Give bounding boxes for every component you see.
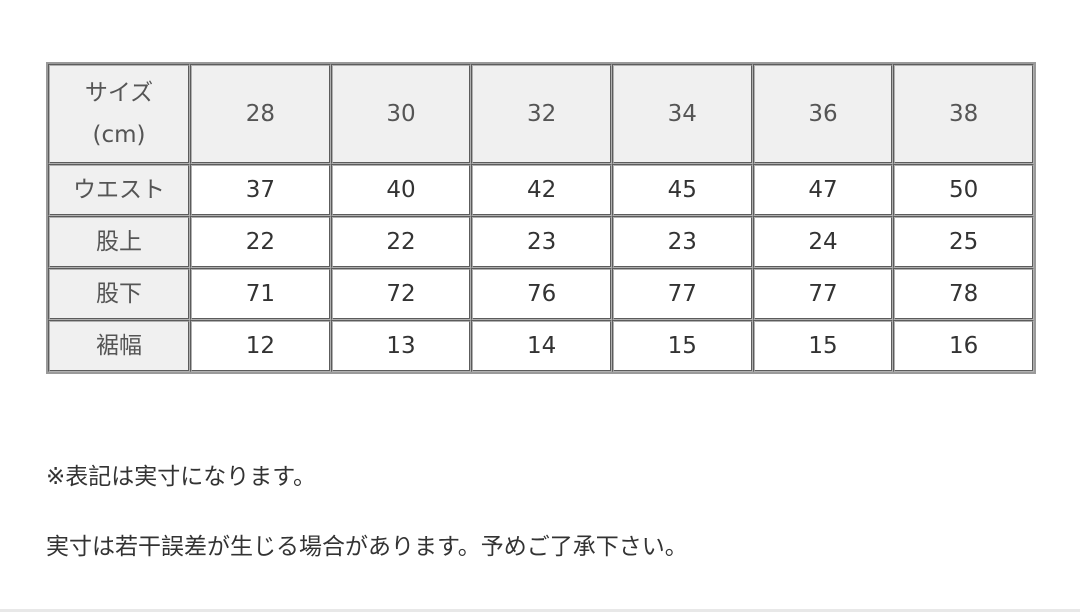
table-cell: 14 [471, 320, 612, 372]
table-cell: 45 [611, 164, 753, 216]
table-cell: 40 [330, 164, 472, 216]
size-table: サイズ (cm) 28 30 32 34 36 38 ウエスト 37 40 42… [46, 62, 1036, 374]
table-cell: 16 [893, 320, 1034, 372]
table-cell: 50 [893, 164, 1034, 216]
table-cell: 42 [471, 164, 612, 216]
row-header: ウエスト [48, 164, 190, 216]
bottom-divider [0, 609, 1080, 612]
table-cell: 23 [611, 216, 753, 268]
size-header: 34 [611, 64, 753, 164]
size-header-row: サイズ (cm) 28 30 32 34 36 38 [48, 64, 1034, 164]
table-cell: 47 [752, 164, 894, 216]
table-row: 裾幅 12 13 14 15 15 16 [48, 320, 1034, 372]
table-cell: 22 [330, 216, 472, 268]
size-header: 30 [330, 64, 472, 164]
size-header: 28 [190, 64, 331, 164]
table-cell: 37 [190, 164, 331, 216]
row-header: 裾幅 [48, 320, 190, 372]
table-cell: 23 [471, 216, 612, 268]
unit-label: (cm) [92, 122, 146, 148]
size-header: 32 [471, 64, 612, 164]
measurement-note: ※表記は実寸になります。 [46, 464, 316, 490]
size-corner-header: サイズ (cm) [48, 64, 190, 164]
table-cell: 25 [893, 216, 1034, 268]
size-header: 36 [752, 64, 894, 164]
table-row: 股上 22 22 23 23 24 25 [48, 216, 1034, 268]
table-cell: 71 [190, 268, 331, 320]
row-header: 股上 [48, 216, 190, 268]
size-label: サイズ [84, 80, 154, 106]
table-cell: 13 [330, 320, 472, 372]
table-cell: 12 [190, 320, 331, 372]
tolerance-note: 実寸は若干誤差が生じる場合があります。予めご了承下さい。 [46, 534, 688, 560]
table-cell: 77 [752, 268, 894, 320]
table-row: ウエスト 37 40 42 45 47 50 [48, 164, 1034, 216]
table-cell: 77 [611, 268, 753, 320]
table-cell: 24 [752, 216, 894, 268]
table-cell: 22 [190, 216, 331, 268]
row-header: 股下 [48, 268, 190, 320]
table-cell: 72 [330, 268, 472, 320]
size-header: 38 [893, 64, 1034, 164]
table-row: 股下 71 72 76 77 77 78 [48, 268, 1034, 320]
table-cell: 15 [611, 320, 753, 372]
table-cell: 78 [893, 268, 1034, 320]
table-cell: 15 [752, 320, 894, 372]
table-cell: 76 [471, 268, 612, 320]
